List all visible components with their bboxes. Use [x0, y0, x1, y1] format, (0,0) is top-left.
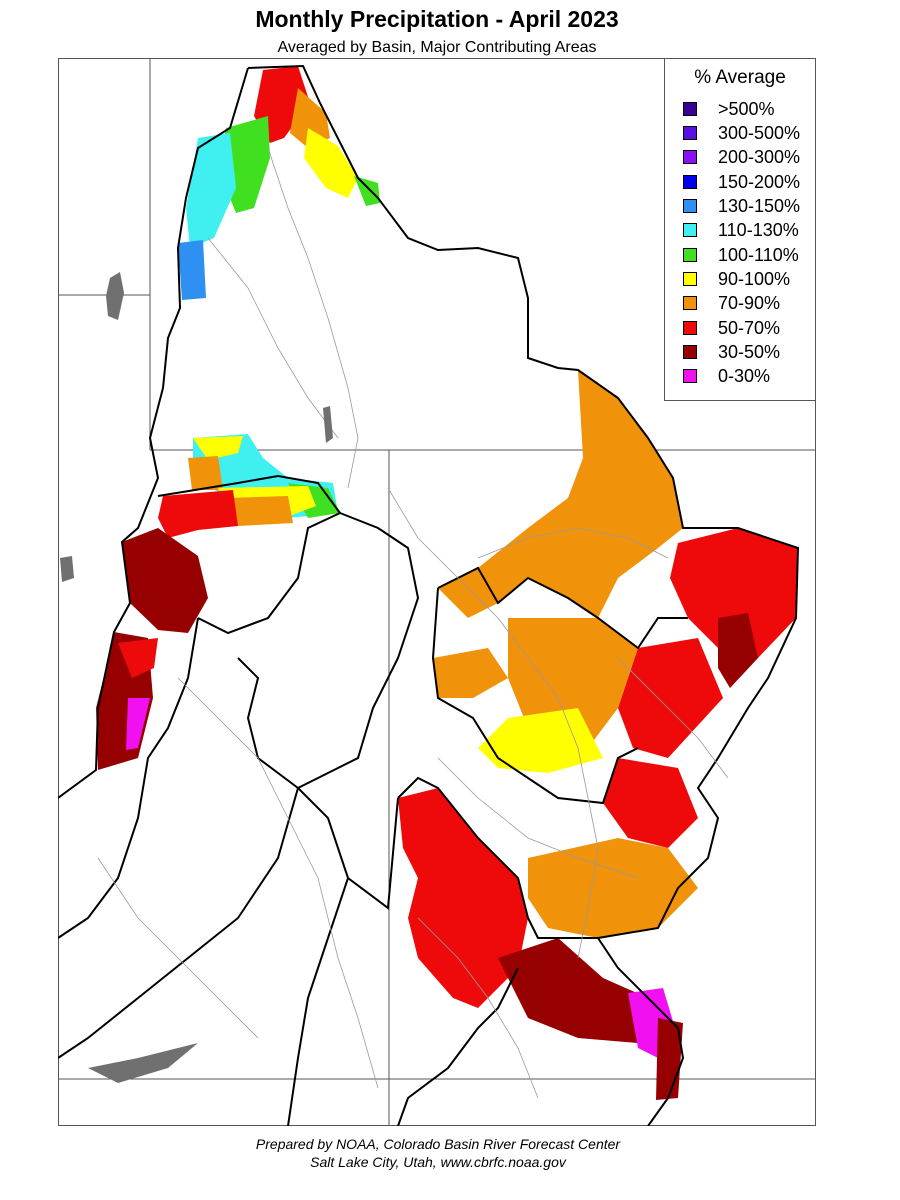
- legend-swatch: [683, 345, 697, 359]
- legend-item: 200-300%: [683, 146, 800, 168]
- map-title: Monthly Precipitation - April 2023: [255, 6, 619, 32]
- legend-item: 30-50%: [683, 341, 780, 363]
- credit-line-1: Prepared by NOAA, Colorado Basin River F…: [255, 1136, 621, 1152]
- legend-label: 90-100%: [718, 268, 791, 289]
- lakes: [60, 272, 333, 1083]
- legend-swatch: [683, 369, 697, 383]
- legend-item: 100-110%: [683, 244, 799, 266]
- legend-item: 70-90%: [683, 292, 780, 314]
- legend-label: 150-200%: [718, 171, 801, 192]
- legend-label: 300-500%: [718, 122, 801, 143]
- legend-swatch: [683, 296, 697, 310]
- legend-item: >500%: [683, 98, 775, 120]
- legend-label: 100-110%: [718, 244, 799, 265]
- legend-label: 70-90%: [718, 292, 781, 313]
- precipitation-map: [58, 58, 816, 1126]
- precip-regions: [96, 66, 798, 1100]
- legend-label: 0-30%: [718, 365, 771, 386]
- legend-item: 300-500%: [683, 122, 800, 144]
- legend-swatch: [683, 126, 697, 140]
- legend-swatch: [683, 199, 697, 213]
- basin-boundaries: [58, 64, 800, 1126]
- legend-item: 90-100%: [683, 268, 790, 290]
- legend-item: 110-130%: [683, 219, 799, 241]
- state-boundaries: [58, 58, 816, 1126]
- legend: % Average >500% 300-500% 200-300% 150-20…: [664, 58, 816, 401]
- legend-item: 50-70%: [683, 317, 780, 339]
- legend-swatch: [683, 175, 697, 189]
- legend-label: 200-300%: [718, 146, 801, 167]
- legend-item: 150-200%: [683, 171, 800, 193]
- rivers: [97, 147, 729, 1099]
- legend-swatch: [683, 272, 697, 286]
- legend-swatch: [683, 102, 697, 116]
- legend-swatch: [683, 321, 697, 335]
- legend-label: 30-50%: [718, 341, 781, 362]
- legend-label: 110-130%: [718, 219, 799, 240]
- legend-swatch: [683, 150, 697, 164]
- legend-item: 130-150%: [683, 195, 800, 217]
- map-subtitle: Averaged by Basin, Major Contributing Ar…: [277, 39, 597, 56]
- legend-label: 50-70%: [718, 317, 781, 338]
- legend-title: % Average: [694, 67, 786, 88]
- legend-label: 130-150%: [718, 195, 801, 216]
- credit-line-2: Salt Lake City, Utah, www.cbrfc.noaa.gov: [310, 1154, 566, 1170]
- legend-swatch: [683, 248, 697, 262]
- legend-swatch: [683, 223, 697, 237]
- legend-label: >500%: [718, 98, 775, 119]
- legend-item: 0-30%: [683, 365, 770, 387]
